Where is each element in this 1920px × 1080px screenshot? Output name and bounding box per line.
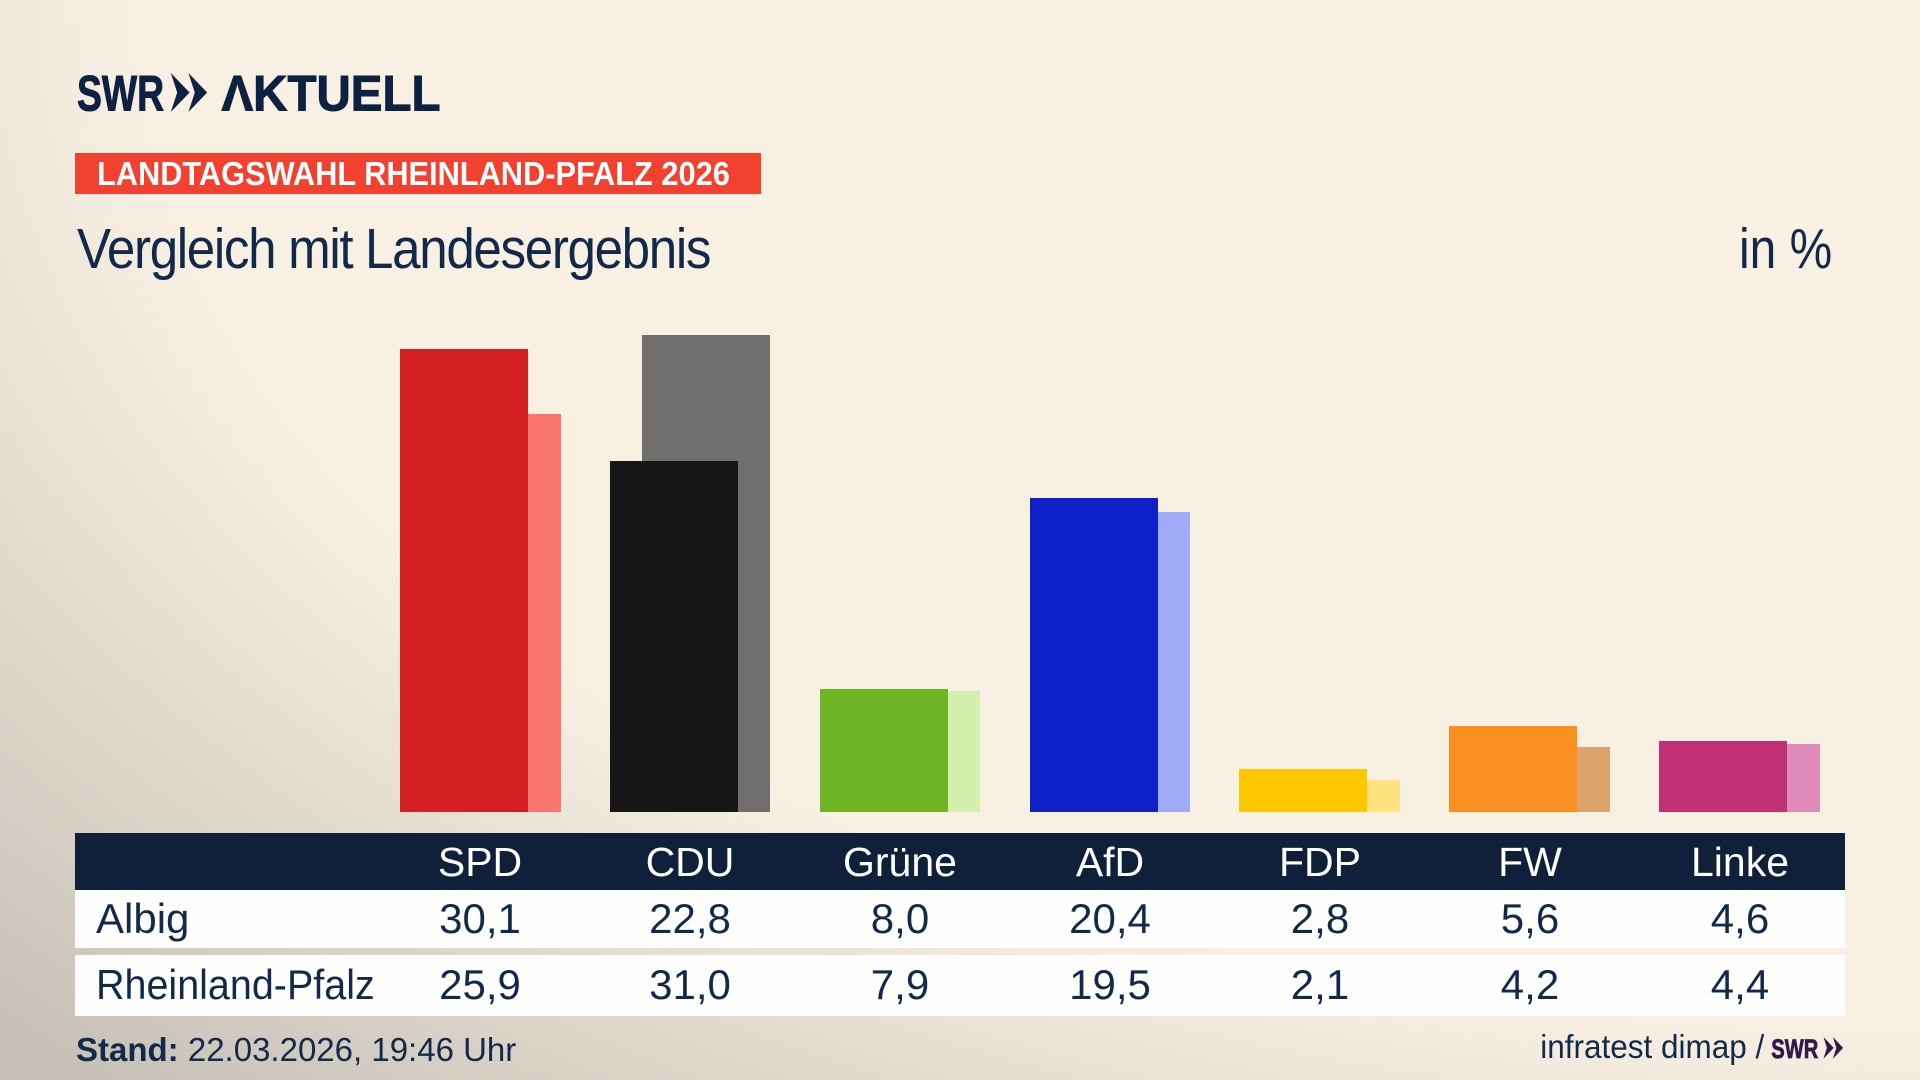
svg-text:ΛKTUELL: ΛKTUELL <box>222 73 441 115</box>
svg-text:SWR: SWR <box>1771 1034 1818 1064</box>
svg-text:SWR: SWR <box>77 73 164 115</box>
svg-text:infratest dimap /: infratest dimap / <box>1540 1030 1765 1065</box>
